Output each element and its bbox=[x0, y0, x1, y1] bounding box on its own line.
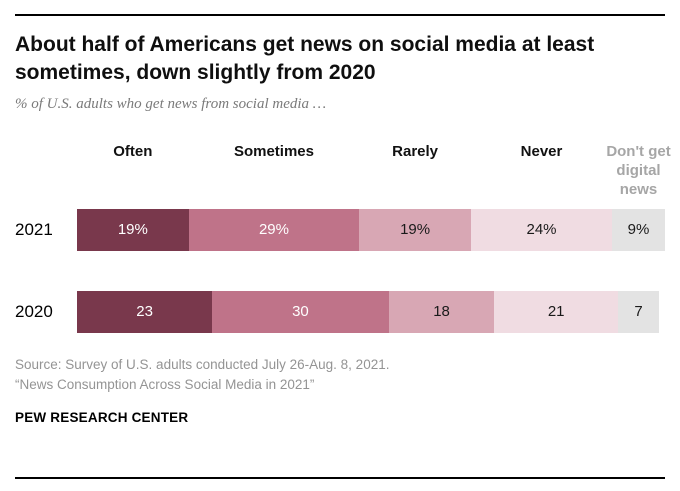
segment-headers: Often Sometimes Rarely Never Don't get digit… bbox=[15, 143, 670, 199]
segment-header-label: Sometimes bbox=[233, 143, 314, 161]
segment-header-label: Often bbox=[113, 143, 153, 161]
segment-header: Often bbox=[77, 143, 189, 199]
bar-segment: 19% bbox=[77, 208, 189, 251]
year-label: 2020 bbox=[15, 301, 53, 321]
bar-row-2020: 2020 23 30 18 21 7 bbox=[15, 290, 665, 333]
bar-segment: 24% bbox=[470, 208, 613, 251]
segment-header-label: Never bbox=[520, 143, 563, 161]
segment-header-label: Rarely bbox=[392, 143, 439, 161]
bars-area: 2021 19% 29% 19% 24% 9% 2020 23 30 18 21 7 bbox=[15, 208, 665, 333]
bar-segment: 23 bbox=[77, 290, 213, 333]
segment-header: Rarely bbox=[359, 143, 471, 199]
chart-title: About half of Americans get news on soci… bbox=[15, 33, 595, 84]
segment-header-label: Don't get digital news bbox=[606, 143, 671, 198]
bar-segment: 30 bbox=[212, 290, 389, 333]
segment-header: Don't get digital news bbox=[606, 143, 670, 199]
top-rule bbox=[15, 14, 665, 16]
bar-segment: 21 bbox=[494, 290, 618, 333]
chart-subtitle: % of U.S. adults who get news from socia… bbox=[15, 96, 327, 113]
segment-header: Sometimes bbox=[189, 143, 360, 199]
year-label: 2021 bbox=[15, 219, 53, 239]
source-line-2: “News Consumption Across Social Media in… bbox=[15, 376, 315, 392]
source-note: Source: Survey of U.S. adults conducted … bbox=[15, 355, 665, 396]
stacked-bar: 19% 29% 19% 24% 9% bbox=[77, 208, 665, 251]
bar-segment: 19% bbox=[359, 208, 471, 251]
footer-brand: PEW RESEARCH CENTER bbox=[15, 410, 189, 426]
segment-header: Never bbox=[471, 143, 612, 199]
bar-segment: 9% bbox=[612, 208, 665, 251]
source-line-1: Source: Survey of U.S. adults conducted … bbox=[15, 356, 390, 372]
bar-segment: 29% bbox=[188, 208, 360, 251]
bar-segment: 18 bbox=[388, 290, 495, 333]
bar-segment: 7 bbox=[617, 290, 660, 333]
bar-row-2021: 2021 19% 29% 19% 24% 9% bbox=[15, 208, 665, 251]
stacked-bar-chart: Often Sometimes Rarely Never Don't get digit… bbox=[15, 143, 671, 333]
segment-headers-row: Often Sometimes Rarely Never Don't get digit… bbox=[77, 143, 670, 199]
stacked-bar: 23 30 18 21 7 bbox=[77, 290, 665, 333]
bottom-rule bbox=[15, 477, 665, 479]
